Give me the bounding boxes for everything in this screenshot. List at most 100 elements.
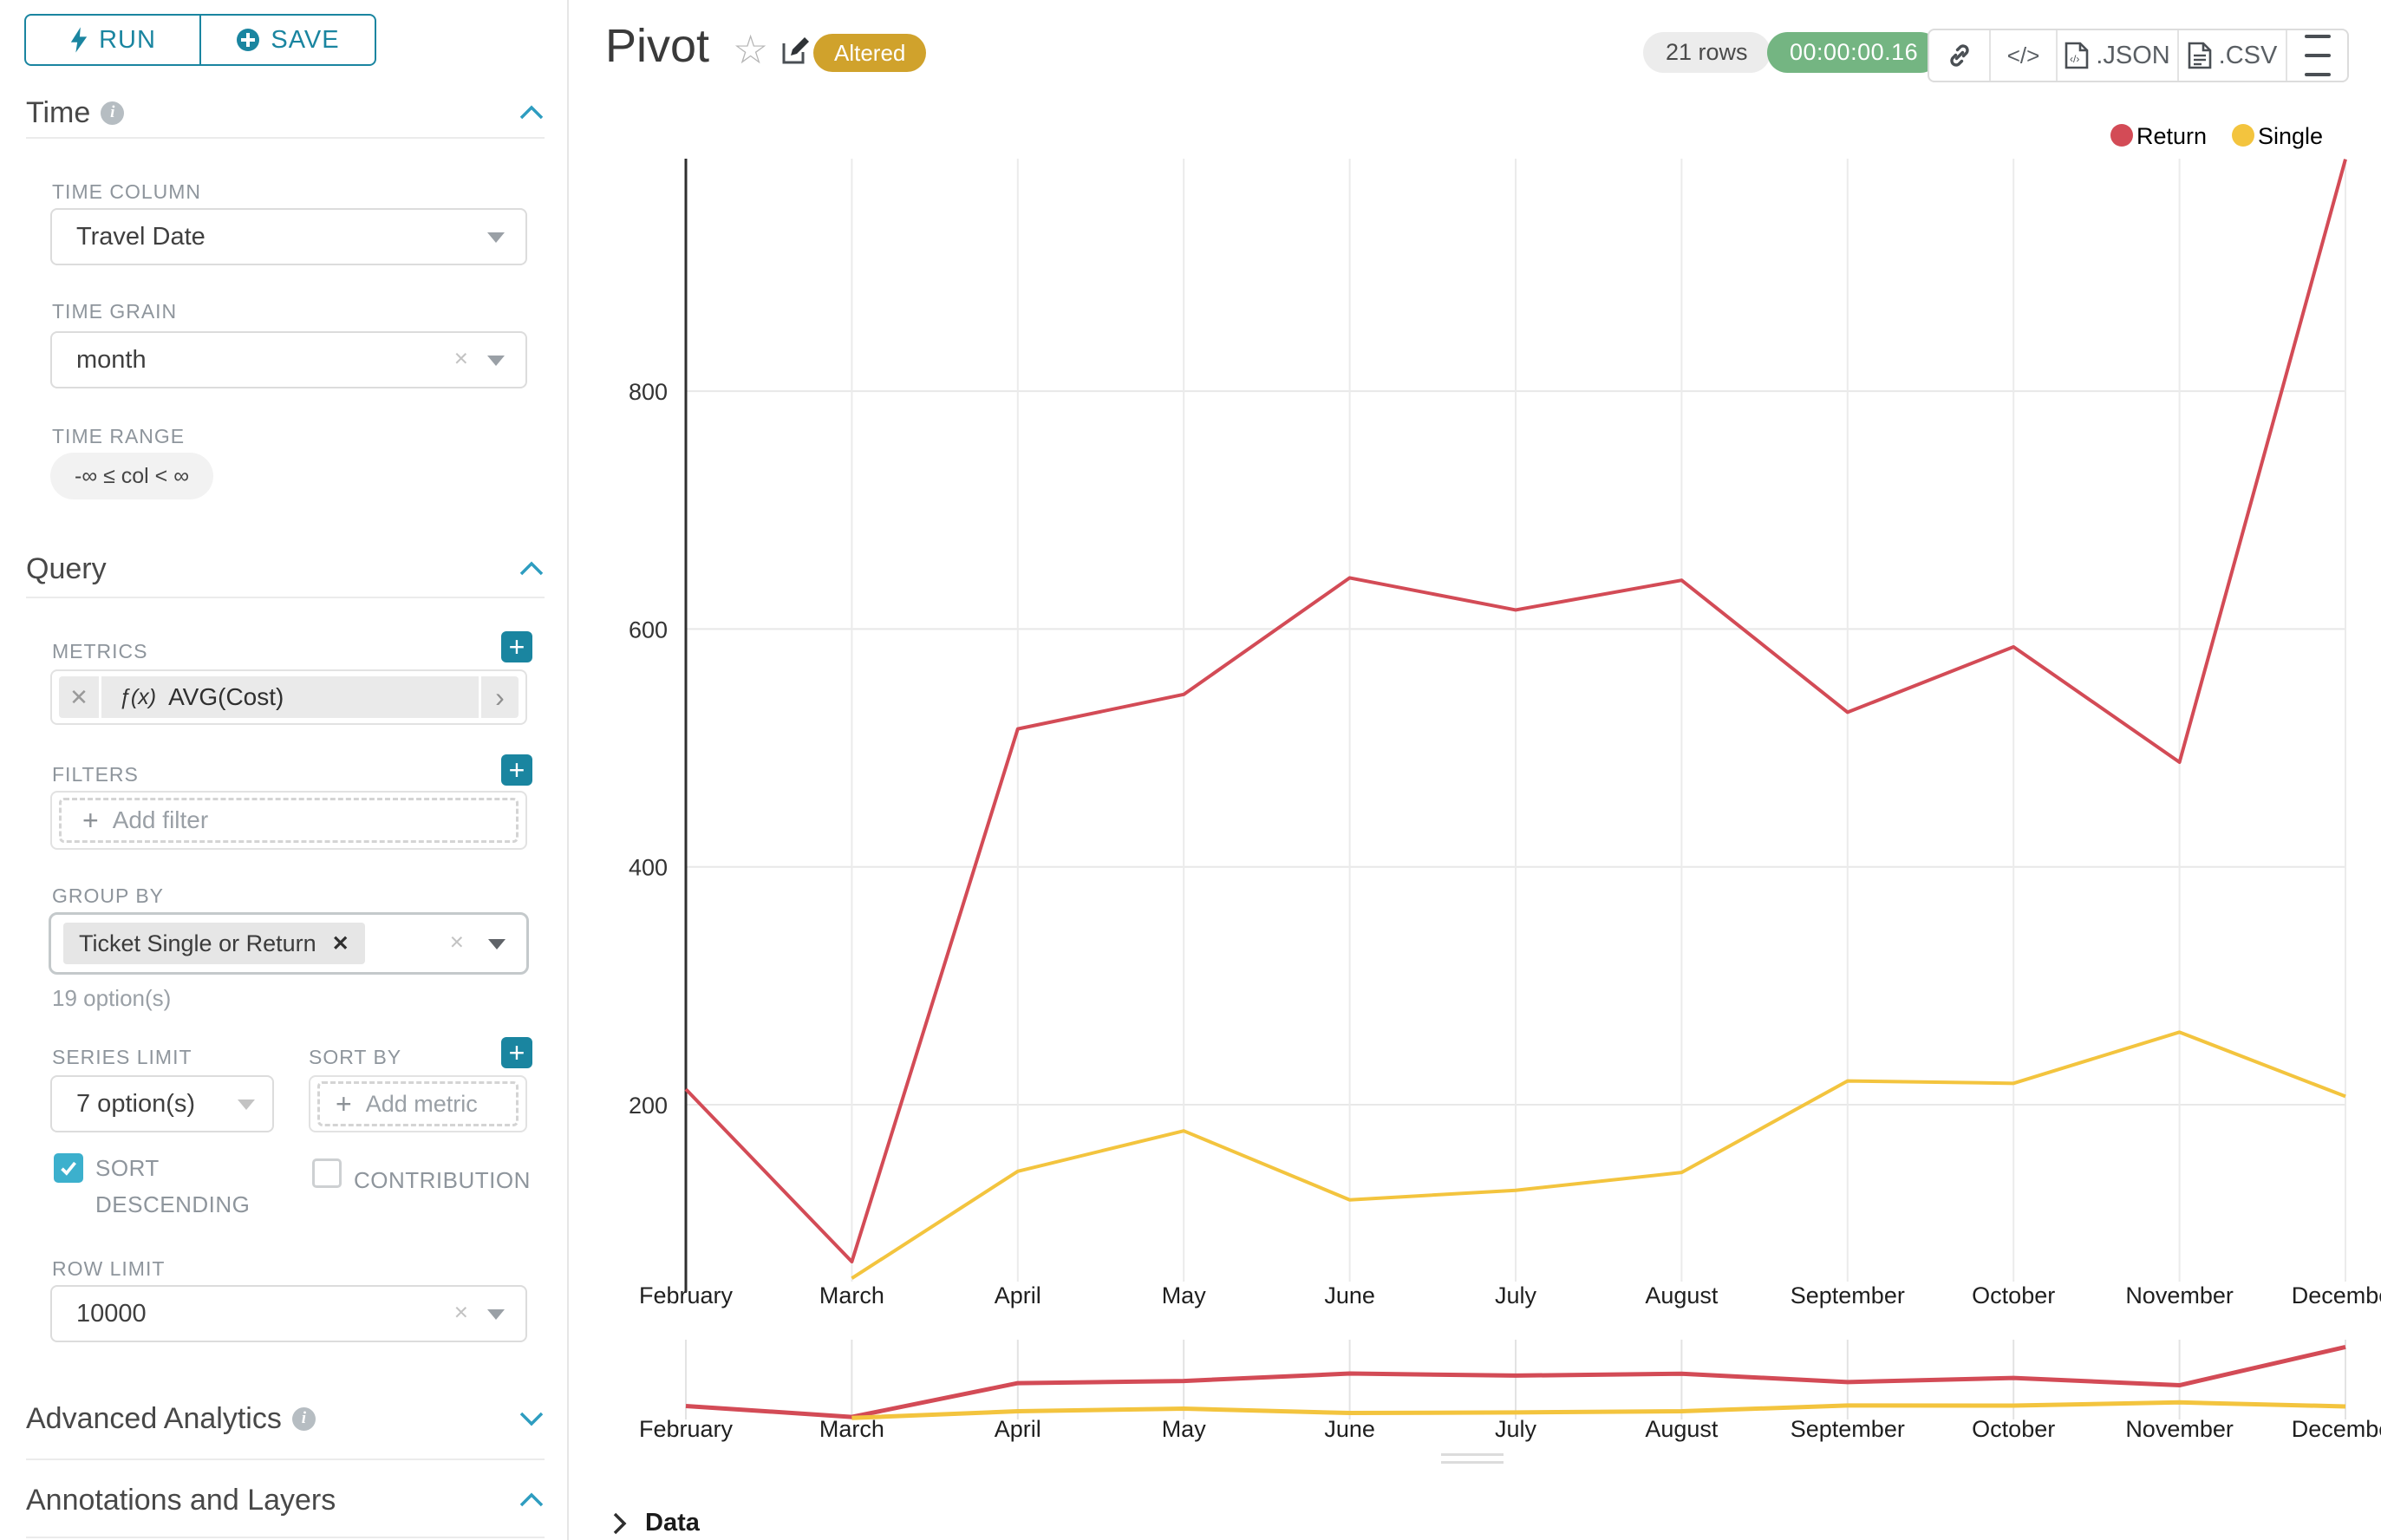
mini-x-axis-label: July <box>1495 1416 1537 1442</box>
info-icon: i <box>291 1406 316 1431</box>
add-metric-button[interactable]: + <box>501 631 532 662</box>
chart-menu-button[interactable] <box>2286 30 2347 81</box>
add-filter-dropzone[interactable]: + Add filter <box>59 798 519 843</box>
export-csv-button[interactable]: .CSV <box>2177 30 2286 81</box>
metric-pill-body[interactable]: ƒ(x) AVG(Cost) <box>99 676 479 718</box>
annotations-title: Annotations and Layers <box>26 1483 336 1517</box>
add-sort-metric-button[interactable]: + <box>501 1037 532 1068</box>
filters-label: FILTERS <box>52 763 139 786</box>
time-grain-label: TIME GRAIN <box>52 300 178 323</box>
query-section-title: Query <box>26 551 107 585</box>
edit-title-icon[interactable] <box>779 35 812 72</box>
time-grain-select[interactable]: month × <box>50 331 527 388</box>
mini-x-axis-label: October <box>1972 1416 2055 1442</box>
caret-down-icon <box>487 356 505 366</box>
series-limit-value: 7 option(s) <box>76 1089 196 1118</box>
row-limit-label: ROW LIMIT <box>52 1257 166 1280</box>
export-json-button[interactable]: ‹/› .JSON <box>2056 30 2177 81</box>
code-icon: </> <box>2006 42 2040 69</box>
group-by-tag: Ticket Single or Return ✕ <box>63 923 365 964</box>
caret-down-icon <box>488 939 506 949</box>
time-column-label: TIME COLUMN <box>52 180 201 203</box>
plus-circle-icon <box>237 29 260 51</box>
time-grain-value: month <box>76 345 147 374</box>
group-by-select[interactable]: Ticket Single or Return ✕ × <box>49 912 529 975</box>
row-limit-select[interactable]: 10000 × <box>50 1285 527 1342</box>
export-button-group: </> ‹/› .JSON .CSV <box>1928 29 2349 82</box>
chevron-up-icon[interactable] <box>519 105 545 121</box>
file-code-icon: ‹/› <box>2065 42 2089 69</box>
time-range-pill[interactable]: -∞ ≤ col < ∞ <box>50 453 214 499</box>
add-filter-placeholder: Add filter <box>112 806 209 833</box>
remove-metric-icon[interactable]: ✕ <box>59 676 99 718</box>
x-axis-label: June <box>1324 1282 1375 1308</box>
chevron-up-icon[interactable] <box>519 1492 545 1508</box>
save-button[interactable]: SAVE <box>201 16 375 64</box>
view-query-button[interactable]: </> <box>1989 30 2056 81</box>
chevron-right-icon[interactable]: › <box>479 676 519 718</box>
query-section-header[interactable]: Query <box>26 550 545 588</box>
metric-pill[interactable]: ✕ ƒ(x) AVG(Cost) › <box>59 676 519 718</box>
clear-icon[interactable]: × <box>453 344 468 372</box>
time-column-select[interactable]: Travel Date <box>50 208 527 265</box>
range-selector-line-return[interactable] <box>685 1344 2346 1419</box>
advanced-analytics-header[interactable]: Advanced Analytics i <box>26 1400 545 1438</box>
remove-tag-icon[interactable]: ✕ <box>331 931 349 956</box>
plus-icon: + <box>82 804 99 836</box>
divider <box>26 1458 545 1460</box>
lightning-icon <box>70 27 88 53</box>
query-timer-pill: 00:00:00.16 <box>1767 32 1941 73</box>
export-json-label: .JSON <box>2096 41 2170 69</box>
row-count-pill: 21 rows <box>1643 32 1771 73</box>
chevron-up-icon[interactable] <box>519 561 545 577</box>
add-filter-button[interactable]: + <box>501 754 532 786</box>
contribution-label: CONTRIBUTION <box>354 1167 531 1193</box>
svg-text:‹/›: ‹/› <box>2070 53 2079 65</box>
clear-icon[interactable]: × <box>453 1298 468 1326</box>
data-panel-toggle[interactable]: Data <box>610 1509 700 1537</box>
function-icon: ƒ(x) <box>119 684 157 709</box>
time-section-header[interactable]: Time i <box>26 94 545 132</box>
altered-badge[interactable]: Altered <box>813 34 927 72</box>
data-panel-label: Data <box>645 1509 700 1537</box>
filters-container: + Add filter <box>50 791 527 850</box>
mini-x-axis-label: August <box>1645 1416 1719 1442</box>
add-sort-metric-dropzone[interactable]: + Add metric <box>317 1081 519 1126</box>
chevron-down-icon[interactable] <box>519 1411 545 1426</box>
annotations-header[interactable]: Annotations and Layers <box>26 1481 545 1519</box>
options-hint: 19 option(s) <box>52 985 172 1011</box>
run-save-button-group: RUN SAVE <box>24 14 376 66</box>
row-count-label: 21 rows <box>1666 39 1748 65</box>
legend-dot-single[interactable] <box>2232 124 2254 147</box>
chevron-right-icon <box>613 1512 627 1534</box>
row-limit-value: 10000 <box>76 1299 147 1328</box>
legend-label-single[interactable]: Single <box>2258 123 2323 149</box>
mini-x-axis-label: November <box>2125 1416 2234 1442</box>
run-button-label: RUN <box>99 25 156 54</box>
divider <box>26 597 545 598</box>
x-axis-label: July <box>1495 1282 1537 1308</box>
clear-icon[interactable]: × <box>449 928 464 956</box>
range-selector-line-single[interactable] <box>851 1400 2346 1420</box>
sort-descending-checkbox[interactable] <box>54 1153 83 1183</box>
group-by-tag-label: Ticket Single or Return <box>79 930 316 956</box>
mini-x-axis-label: May <box>1162 1416 1207 1442</box>
mini-x-axis-label: April <box>995 1416 1041 1442</box>
legend-label-return[interactable]: Return <box>2136 123 2207 149</box>
y-axis-tick-label: 800 <box>629 379 668 405</box>
contribution-checkbox[interactable] <box>312 1158 342 1188</box>
mini-x-axis-label: June <box>1324 1416 1375 1442</box>
series-limit-label: SERIES LIMIT <box>52 1046 192 1068</box>
advanced-analytics-title: Advanced Analytics <box>26 1401 282 1435</box>
file-text-icon <box>2188 42 2211 69</box>
favorite-star-icon[interactable]: ☆ <box>733 27 769 72</box>
y-axis-tick-label: 600 <box>629 617 668 643</box>
x-axis-label: August <box>1645 1282 1719 1308</box>
series-limit-select[interactable]: 7 option(s) <box>50 1075 274 1132</box>
sort-by-label: SORT BY <box>309 1046 402 1068</box>
legend-dot-return[interactable] <box>2110 124 2133 147</box>
share-link-button[interactable] <box>1929 30 1989 81</box>
divider <box>26 137 545 139</box>
run-button[interactable]: RUN <box>26 16 201 64</box>
panel-resize-handle[interactable] <box>1441 1453 1504 1469</box>
